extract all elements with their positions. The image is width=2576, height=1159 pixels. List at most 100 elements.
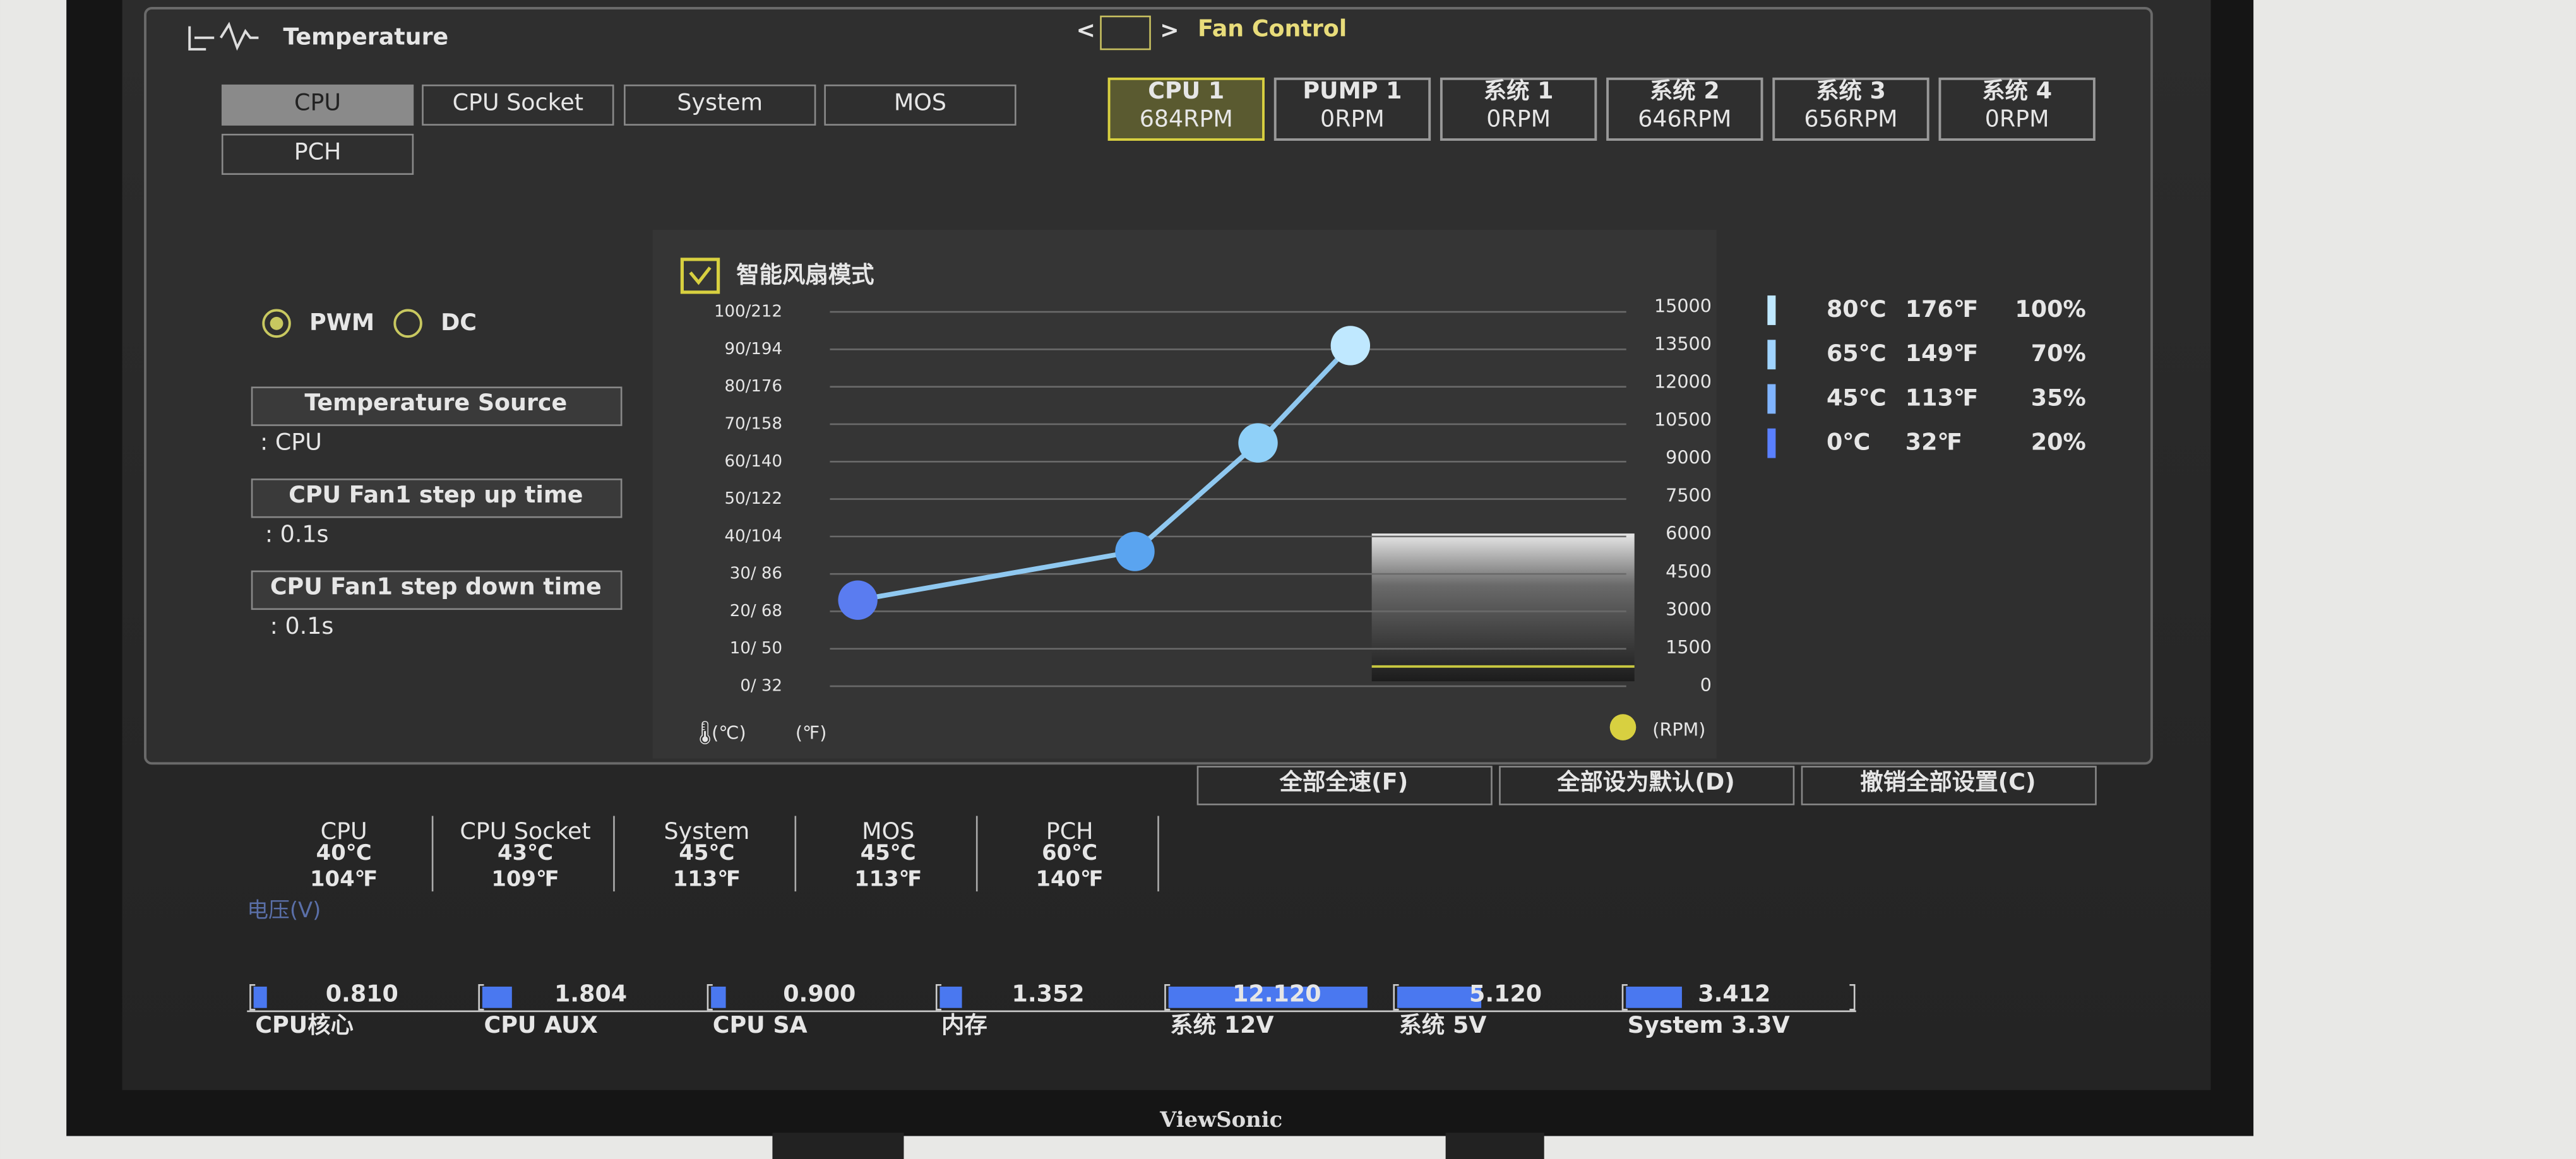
right-tick-label: 3000 [1666,598,1712,620]
setting-button[interactable] [251,478,623,518]
unit-rpm: (RPM) [1652,718,1705,740]
left-tick-label: 80/176 [725,377,782,396]
setting-value: : CPU [260,429,322,456]
temp-icon [188,21,259,51]
curve-point[interactable] [1115,532,1155,571]
right-tick-label: 0 [1700,674,1712,696]
temp-tab[interactable] [624,84,816,126]
fan-icon [1609,714,1637,740]
temp-tab[interactable] [221,84,414,126]
fan-icon [1100,15,1151,51]
voltage-title: 电压(V) [247,898,321,922]
nav-left[interactable]: < [1076,16,1096,44]
temp-tab-label: MOS [894,88,946,116]
fan-tab[interactable] [1440,77,1597,141]
setting-value: : 0.1s [270,612,334,639]
reading-name: CPU [321,817,367,845]
legend-f: 149℉ [1905,340,1979,367]
fan-curve [857,343,1352,603]
chart-title: 智能风扇模式 [736,261,874,288]
temp-tab[interactable] [221,133,414,175]
voltage-value: 0.900 [783,980,856,1007]
thermo-icon: 🌡 [690,719,719,746]
radio-pwm[interactable] [262,309,291,338]
voltage-name: 内存 [941,1011,987,1038]
curve-point[interactable] [1330,326,1371,366]
right-tick-label: 1500 [1666,636,1712,658]
left-tick-label: 40/104 [725,526,782,545]
fan-tab-rpm: 0RPM [1486,105,1551,132]
reading-f: 113℉ [854,866,922,891]
action-button[interactable] [1801,766,2097,805]
curve-point[interactable] [838,580,878,620]
fan-tab-name: 系统 2 [1650,77,1720,104]
fan-tab-name: 系统 1 [1484,77,1554,104]
voltage-value: 12.120 [1232,980,1321,1007]
legend-c: 80℃ [1827,295,1887,323]
fan-tab-name: CPU 1 [1148,77,1224,104]
reading-c: 60℃ [1042,840,1097,865]
right-tick-label: 15000 [1654,295,1712,316]
radio-dot [270,316,283,330]
pwm-label: PWM [309,309,374,336]
right-tick-label: 13500 [1654,333,1712,354]
panel-title: Temperature [283,23,448,50]
voltage-frame [1621,984,1628,1011]
voltage-bar [482,986,512,1008]
legend-pct: 70% [2031,340,2086,367]
fan-tab-name: 系统 4 [1982,77,2052,104]
temp-tab-label: System [677,88,763,116]
fan-tab-name: PUMP 1 [1303,77,1402,104]
legend-pct: 35% [2031,384,2086,411]
voltage-name: System 3.3V [1628,1011,1790,1038]
fan-tab[interactable] [1772,77,1929,141]
left-tick-label: 30/ 86 [730,564,782,583]
radio-dc[interactable] [393,309,422,338]
temp-tab[interactable] [422,84,614,126]
temp-tab[interactable] [824,84,1017,126]
setting-button[interactable] [251,570,623,610]
dc-label: DC [441,309,477,336]
left-tick-label: 100/212 [714,302,782,321]
reading-c: 45℃ [679,840,734,865]
voltage-frame [1164,984,1171,1011]
temp-tab-label: CPU Socket [453,88,583,116]
voltage-bar [253,986,267,1008]
voltage-frame [1393,984,1399,1011]
checkbox[interactable] [680,258,720,294]
setting-button[interactable] [251,386,623,426]
glitch-overlay [1371,533,1635,682]
action-label: 全部设为默认(D) [1556,768,1735,795]
action-label: 全部全速(F) [1279,768,1409,795]
action-button[interactable] [1499,766,1795,805]
fan-tab-rpm: 646RPM [1638,105,1731,132]
legend-swatch [1767,384,1776,414]
action-button[interactable] [1196,766,1493,805]
legend-c: 0℃ [1827,429,1870,456]
voltage-bar [1168,986,1368,1008]
right-tick-label: 4500 [1666,561,1712,582]
fan-tab[interactable] [1273,77,1431,141]
voltage-end [1849,984,1856,1011]
curve-point[interactable] [1238,423,1278,463]
left-tick-label: 90/194 [725,340,782,359]
fan-tab[interactable] [1107,77,1265,141]
reading-c: 40℃ [316,840,372,865]
left-tick-label: 20/ 68 [730,602,782,621]
fan-tab[interactable] [1938,77,2096,141]
setting-label: Temperature Source [304,389,567,416]
fan-tab[interactable] [1606,77,1763,141]
reading-name: CPU Socket [460,817,590,845]
right-tick-label: 9000 [1666,447,1712,468]
legend-f: 113℉ [1905,384,1979,411]
voltage-value: 0.810 [326,980,398,1007]
fan-tab-rpm: 684RPM [1140,105,1233,132]
right-tick-label: 6000 [1666,523,1712,544]
unit-c: (℃) [712,722,746,743]
reading-name: MOS [862,817,914,845]
left-tick-label: 0/ 32 [740,677,782,696]
right-tick-label: 12000 [1654,371,1712,392]
nav-right[interactable]: > [1160,16,1179,44]
voltage-name: CPU核心 [255,1011,354,1038]
